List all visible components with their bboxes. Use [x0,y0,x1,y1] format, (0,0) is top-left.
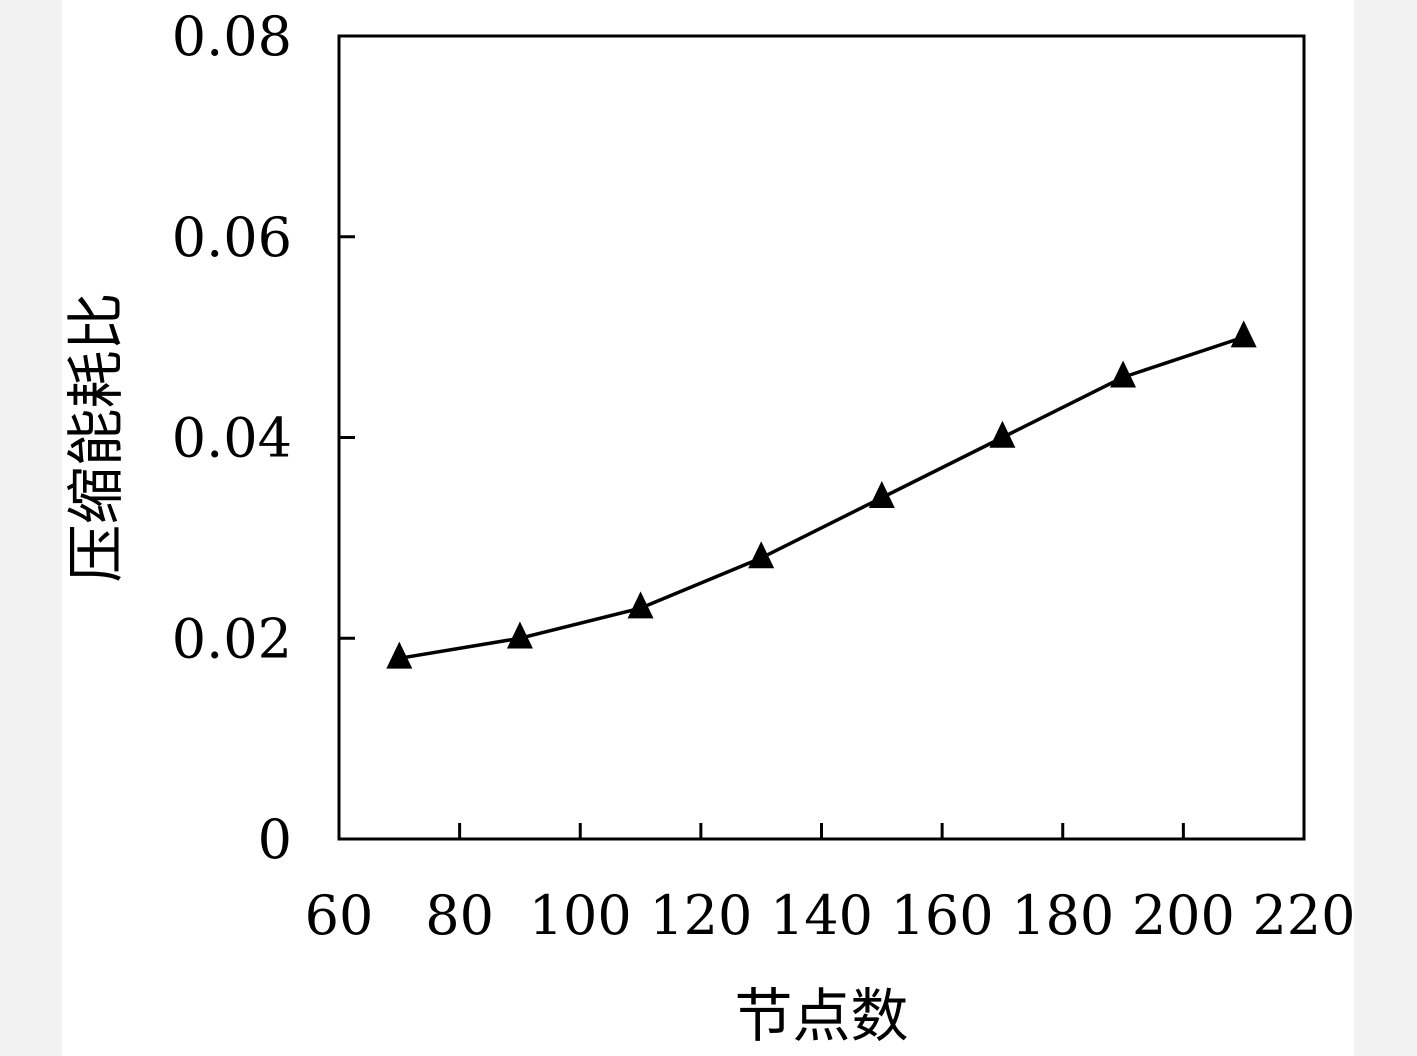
x-tick-label: 200 [1132,884,1235,947]
data-point-triangle [506,621,533,649]
x-tick-label: 60 [305,884,374,947]
y-tick-label: 0.02 [172,607,292,670]
data-point-triangle [627,591,654,619]
x-tick-label: 120 [649,884,752,947]
chart-canvas [62,0,1354,1056]
x-tick-label: 160 [891,884,994,947]
data-point-triangle [1230,320,1257,348]
x-tick-label: 140 [770,884,873,947]
data-point-triangle [748,541,775,569]
x-tick-label: 100 [529,884,632,947]
y-tick-label: 0.06 [172,206,292,269]
x-tick-label: 220 [1252,884,1355,947]
x-tick-label: 80 [425,884,494,947]
series-line [399,335,1245,661]
y-tick-label: 0 [258,808,292,871]
data-point-triangle [989,420,1016,448]
x-axis-title: 节点数 [734,982,908,1050]
data-point-triangle [1110,360,1137,388]
plot-frame [337,34,1306,841]
data-point-triangle [868,480,895,508]
y-axis-title: 压缩能耗比 [62,292,130,582]
y-tick-label: 0.04 [172,407,292,470]
data-point-triangle [386,641,413,669]
x-tick-label: 180 [1011,884,1114,947]
y-tick-label: 0.08 [172,5,292,68]
